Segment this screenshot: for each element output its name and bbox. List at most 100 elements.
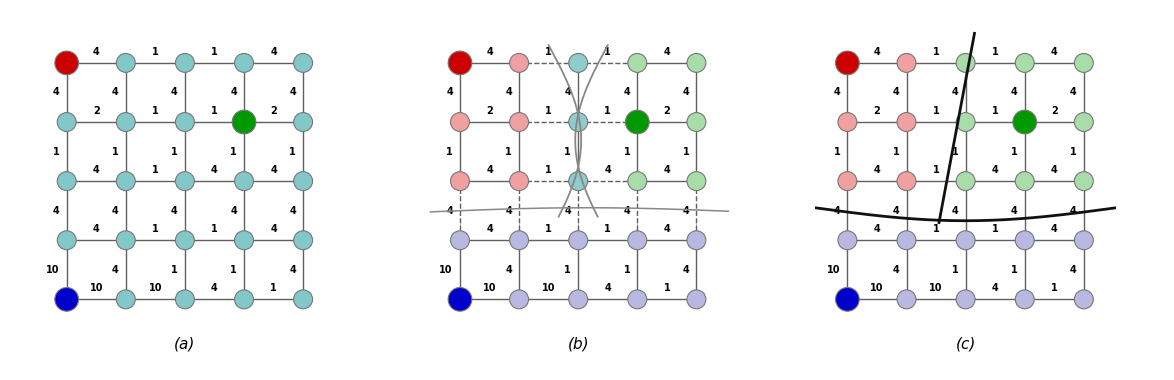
Circle shape	[294, 112, 312, 131]
Circle shape	[58, 112, 76, 131]
Circle shape	[687, 54, 706, 72]
Circle shape	[510, 112, 528, 131]
Text: 10: 10	[46, 265, 60, 275]
Text: 1: 1	[53, 147, 60, 157]
Circle shape	[568, 112, 588, 131]
Text: 4: 4	[992, 283, 999, 293]
Text: 4: 4	[171, 87, 177, 97]
Text: 4: 4	[230, 87, 237, 97]
Circle shape	[175, 112, 195, 131]
Text: 4: 4	[623, 87, 630, 97]
Circle shape	[1074, 290, 1093, 309]
Circle shape	[451, 231, 470, 250]
Circle shape	[626, 110, 649, 134]
Text: 10: 10	[89, 283, 103, 293]
Circle shape	[568, 231, 588, 250]
Text: 4: 4	[682, 206, 689, 216]
Circle shape	[175, 54, 195, 72]
Text: 4: 4	[605, 165, 612, 175]
Text: 1: 1	[171, 147, 177, 157]
Text: 4: 4	[663, 47, 670, 57]
Text: 4: 4	[682, 265, 689, 275]
Text: 4: 4	[112, 87, 119, 97]
Text: 4: 4	[505, 265, 512, 275]
Text: 1: 1	[682, 147, 689, 157]
Text: 1: 1	[545, 106, 552, 116]
Text: 1: 1	[151, 165, 158, 175]
Circle shape	[448, 288, 472, 311]
Circle shape	[58, 172, 76, 191]
Circle shape	[448, 51, 472, 75]
Text: 4: 4	[952, 87, 958, 97]
Text: 1: 1	[1011, 265, 1018, 275]
Text: 4: 4	[270, 47, 277, 57]
Text: 4: 4	[1051, 47, 1058, 57]
Text: 2: 2	[873, 106, 880, 116]
Circle shape	[294, 290, 312, 309]
Text: 4: 4	[171, 206, 177, 216]
Circle shape	[838, 231, 857, 250]
Text: 1: 1	[505, 147, 512, 157]
Circle shape	[510, 231, 528, 250]
Text: 4: 4	[663, 224, 670, 234]
Text: 4: 4	[486, 224, 493, 234]
Circle shape	[294, 231, 312, 250]
Circle shape	[628, 290, 647, 309]
Circle shape	[897, 231, 916, 250]
Text: 1: 1	[992, 106, 999, 116]
Text: 1: 1	[663, 283, 670, 293]
Circle shape	[116, 112, 135, 131]
Text: 4: 4	[605, 283, 612, 293]
Text: (c): (c)	[956, 336, 976, 351]
Circle shape	[510, 54, 528, 72]
Text: 4: 4	[834, 87, 841, 97]
Text: 4: 4	[1011, 87, 1018, 97]
Text: 1: 1	[605, 106, 612, 116]
Text: 4: 4	[289, 87, 296, 97]
Circle shape	[1013, 110, 1037, 134]
Text: 1: 1	[605, 224, 612, 234]
Circle shape	[836, 51, 859, 75]
Circle shape	[175, 172, 195, 191]
Circle shape	[628, 54, 647, 72]
Text: 4: 4	[270, 165, 277, 175]
Text: 4: 4	[892, 265, 899, 275]
Circle shape	[897, 54, 916, 72]
Circle shape	[116, 172, 135, 191]
Circle shape	[294, 54, 312, 72]
Text: 1: 1	[992, 224, 999, 234]
Text: 1: 1	[230, 147, 237, 157]
Text: 4: 4	[873, 165, 880, 175]
Circle shape	[568, 172, 588, 191]
Text: 4: 4	[446, 206, 453, 216]
Circle shape	[897, 112, 916, 131]
Text: 1: 1	[932, 106, 939, 116]
Text: 10: 10	[542, 283, 555, 293]
Text: 4: 4	[565, 206, 571, 216]
Text: 1: 1	[834, 147, 841, 157]
Text: 4: 4	[211, 165, 218, 175]
Text: 4: 4	[289, 265, 296, 275]
Text: 4: 4	[289, 206, 296, 216]
Text: 1: 1	[171, 265, 177, 275]
Text: 4: 4	[682, 87, 689, 97]
Text: 1: 1	[545, 47, 552, 57]
Text: 4: 4	[112, 265, 119, 275]
Text: 4: 4	[1070, 265, 1077, 275]
Circle shape	[956, 290, 976, 309]
Text: 4: 4	[230, 206, 237, 216]
Circle shape	[1016, 172, 1034, 191]
Circle shape	[1074, 231, 1093, 250]
Text: 4: 4	[486, 165, 493, 175]
Circle shape	[956, 112, 976, 131]
Text: 1: 1	[623, 265, 630, 275]
Text: 4: 4	[992, 165, 999, 175]
Text: 1: 1	[270, 283, 277, 293]
Text: 1: 1	[565, 265, 571, 275]
Text: 1: 1	[151, 106, 158, 116]
Circle shape	[58, 231, 76, 250]
Circle shape	[838, 112, 857, 131]
Circle shape	[897, 172, 916, 191]
Text: 1: 1	[932, 224, 939, 234]
Text: 1: 1	[289, 147, 296, 157]
